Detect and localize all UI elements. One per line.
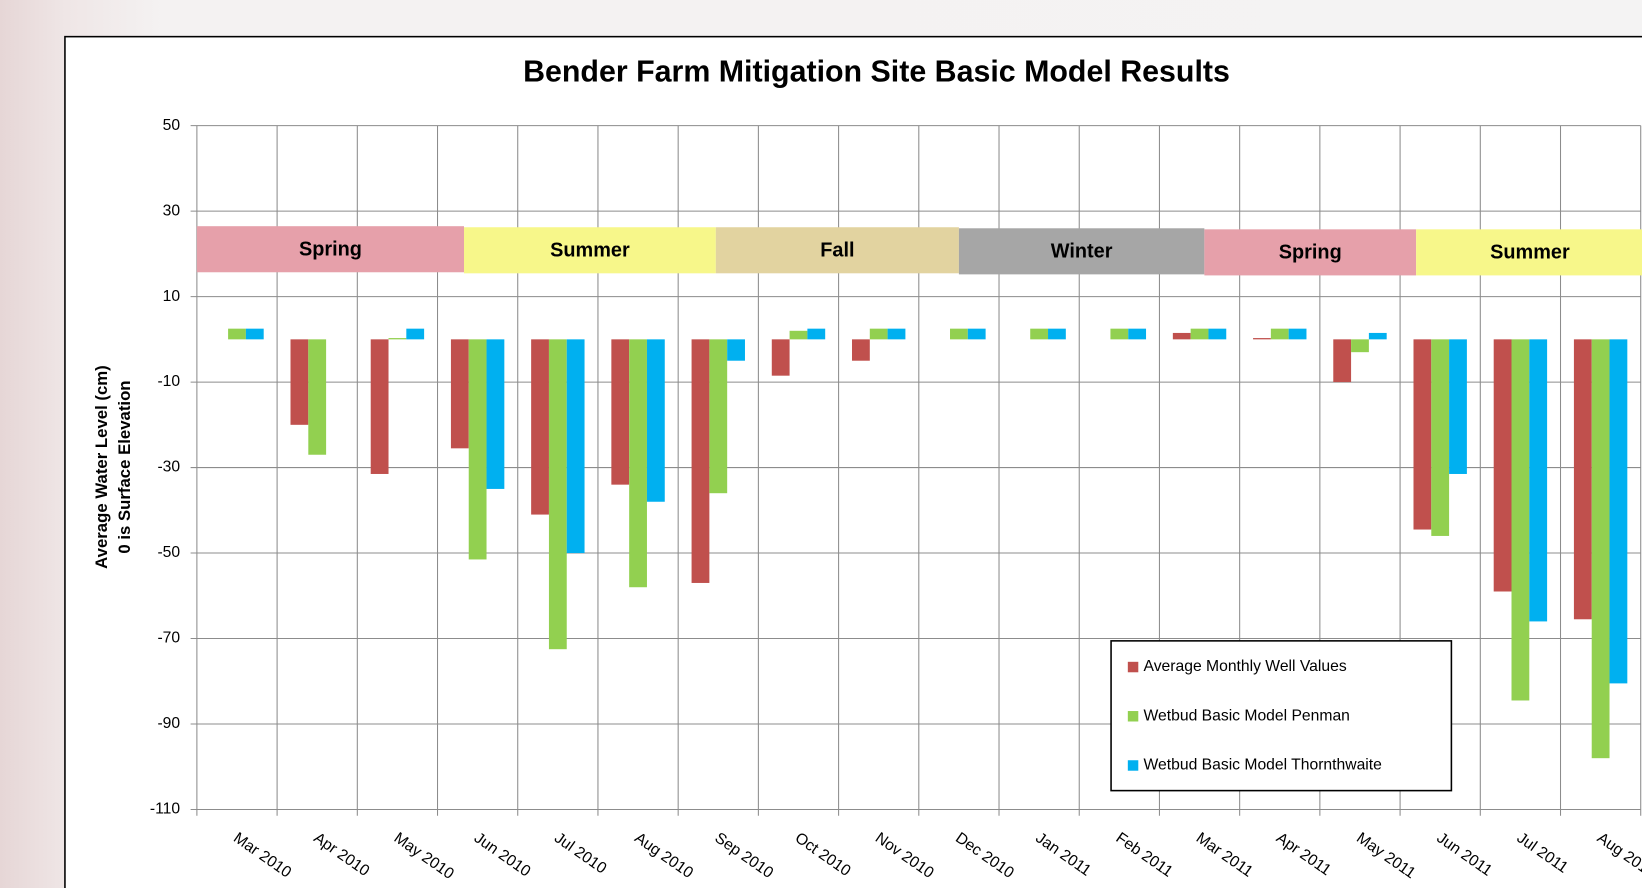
bar — [450, 339, 469, 449]
y-tick-label: -90 — [157, 715, 180, 732]
season-label: Summer — [1490, 242, 1570, 264]
bar — [245, 328, 264, 340]
bar — [1110, 328, 1129, 340]
season-label: Summer — [550, 240, 630, 262]
bar — [531, 339, 549, 515]
legend-swatch — [1127, 661, 1139, 673]
bar — [290, 339, 309, 425]
legend-swatch — [1127, 711, 1139, 722]
bar — [771, 339, 790, 376]
bar — [1431, 339, 1450, 536]
bar — [566, 339, 585, 554]
bar — [548, 339, 567, 650]
bar — [388, 338, 407, 340]
bar — [727, 339, 745, 361]
bar — [1030, 328, 1049, 340]
y-axis-title: Average Water Level (cm) — [92, 365, 111, 569]
y-tick-label: -70 — [157, 630, 180, 647]
bar — [1128, 328, 1147, 340]
bar — [1368, 332, 1387, 340]
y-tick-label: -50 — [157, 544, 180, 561]
bar — [1190, 328, 1209, 340]
bar — [1253, 338, 1271, 340]
bar — [1591, 339, 1610, 759]
chart-title: Bender Farm Mitigation Site Basic Model … — [523, 55, 1230, 88]
legend-label: Wetbud Basic Model Penman — [1144, 707, 1350, 724]
season-band — [958, 228, 1205, 275]
bar — [950, 328, 968, 340]
bar — [406, 328, 425, 340]
bar — [691, 339, 710, 583]
legend-label: Wetbud Basic Model Thornthwaite — [1144, 757, 1383, 774]
bar — [629, 339, 647, 588]
y-tick-label: -10 — [157, 373, 180, 390]
y-tick-label: 50 — [163, 117, 181, 134]
season-label: Spring — [299, 239, 362, 261]
bar — [1511, 339, 1530, 701]
bar — [370, 339, 389, 474]
bar — [709, 339, 728, 494]
bar — [308, 339, 327, 455]
bar — [789, 330, 808, 340]
season-band — [1204, 229, 1417, 276]
y-tick-label: -110 — [150, 801, 181, 818]
y-tick-label: -30 — [157, 459, 180, 476]
season-band — [1416, 229, 1642, 276]
bar — [1529, 339, 1548, 622]
legend-label: Average Monthly Well Values — [1144, 658, 1347, 675]
season-band — [196, 226, 464, 273]
bar — [1048, 328, 1066, 340]
bar — [1270, 328, 1289, 340]
season-label: Fall — [820, 240, 854, 262]
bar — [1413, 339, 1432, 530]
y-axis-title: 0 is Surface Elevation — [115, 380, 134, 553]
season-label: Spring — [1279, 242, 1342, 264]
legend-swatch — [1127, 760, 1139, 771]
bar — [228, 328, 246, 340]
bar — [1573, 339, 1592, 620]
bar — [887, 328, 906, 340]
season-band — [715, 227, 959, 274]
bar — [468, 339, 487, 560]
y-tick-label: 30 — [163, 202, 181, 219]
bar — [646, 339, 665, 502]
bar — [1172, 332, 1191, 340]
bar — [1288, 328, 1307, 340]
season-band — [463, 227, 716, 274]
bar — [486, 339, 505, 489]
season-label: Winter — [1051, 241, 1113, 263]
bar — [1333, 339, 1352, 383]
bar — [1493, 339, 1512, 592]
y-tick-label: 10 — [163, 288, 181, 305]
bar — [1609, 339, 1628, 684]
bar — [851, 339, 870, 361]
bar — [1351, 339, 1369, 353]
bar — [807, 328, 826, 340]
bar — [1449, 339, 1467, 474]
legend-box — [1110, 640, 1453, 792]
bar — [1208, 328, 1227, 340]
bar — [611, 339, 630, 485]
bar — [869, 328, 888, 340]
bar — [967, 328, 986, 340]
